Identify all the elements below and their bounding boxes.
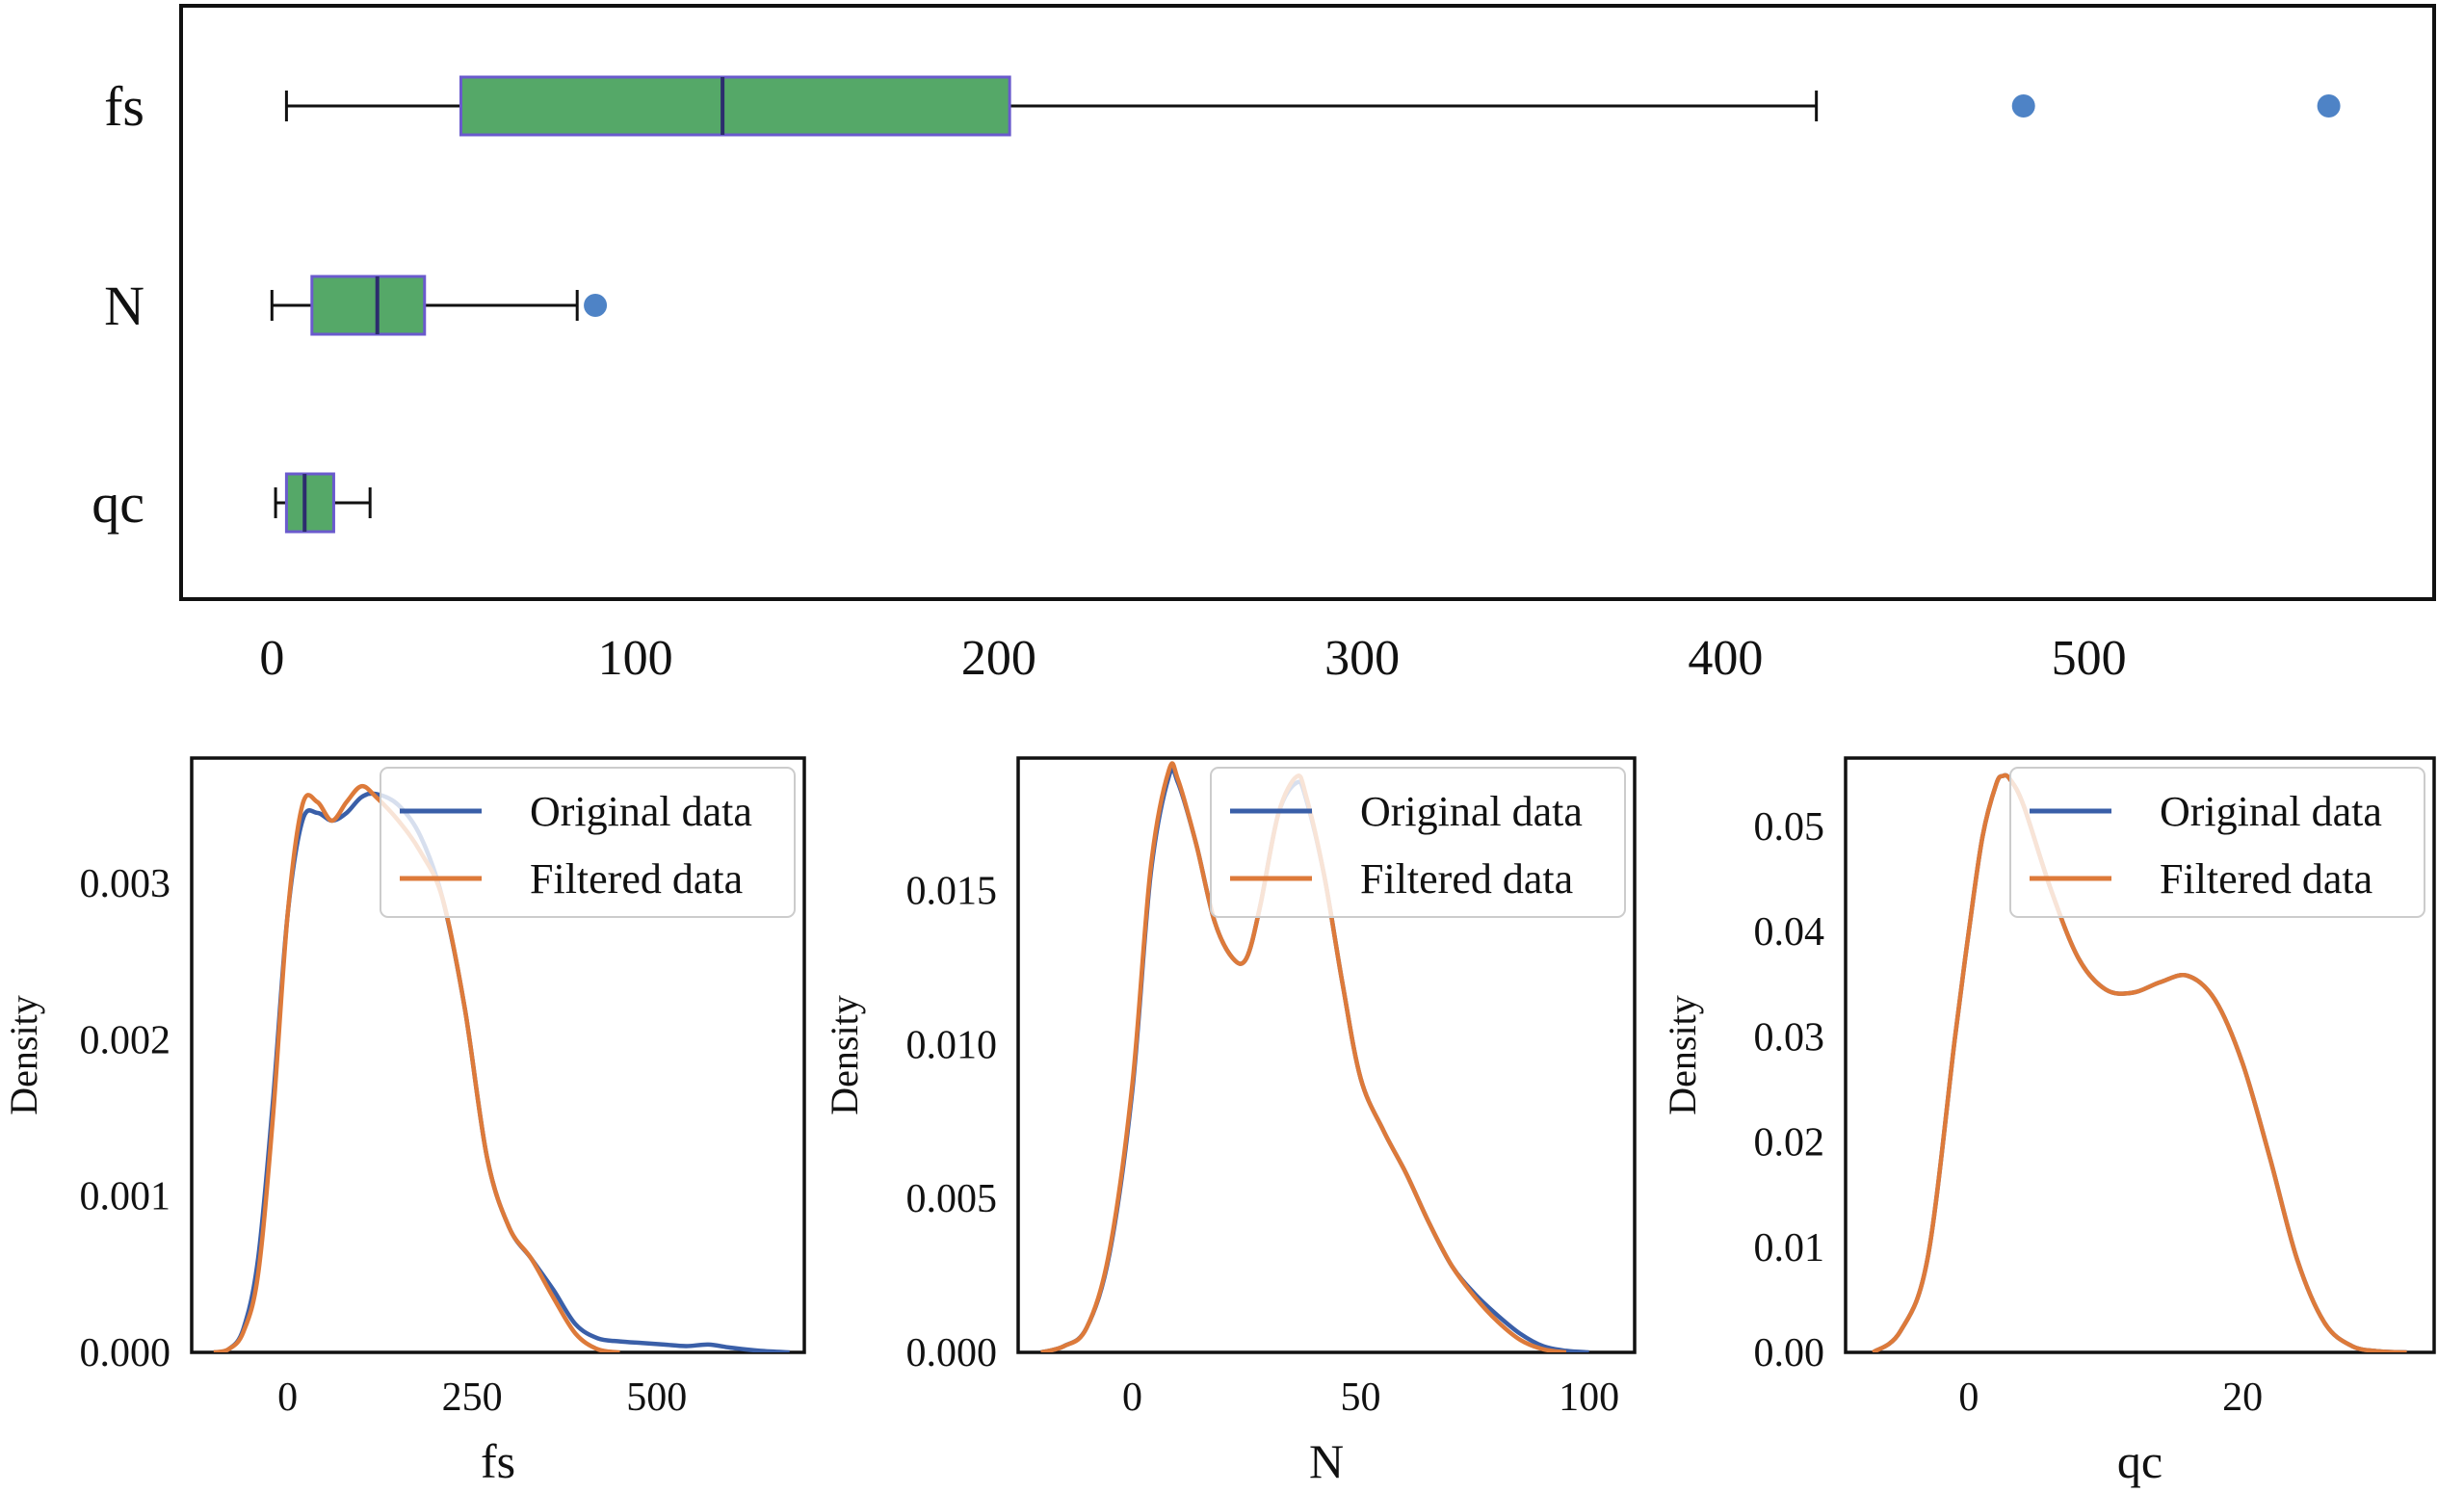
density-panel-N: 0.000 0.005 0.010 0.015 0 50 100 N Density Origin… (823, 756, 1637, 1488)
xtick-label: 0 (1122, 1375, 1142, 1420)
boxplot-panel: 0 100 200 300 400 500 fs Nqc (92, 4, 2436, 686)
x-axis-label: N (1309, 1434, 1344, 1488)
density-line-filtered (1872, 773, 2407, 1352)
outlier-point (584, 294, 608, 317)
ytick-label: 0.001 (80, 1175, 171, 1219)
box-category-label: qc (92, 472, 144, 535)
box-category-label: fs (104, 75, 144, 138)
box-fs: fs (104, 75, 2341, 138)
box-N: N (104, 275, 608, 337)
panel-frame (1016, 756, 1637, 1354)
iqr-box (310, 275, 427, 336)
xtick-label: 20 (2222, 1375, 2263, 1420)
box-category-label: N (104, 275, 144, 337)
legend: Original data Filtered data (380, 767, 796, 918)
iqr-box (284, 472, 335, 534)
ytick-label: 0.010 (906, 1023, 998, 1067)
boxplot-xtick-label: 500 (2052, 631, 2127, 686)
ytick-label: 0.000 (80, 1331, 171, 1375)
legend-label: Original data (1360, 788, 1583, 835)
ytick-label: 0.003 (80, 862, 171, 906)
boxplot-xtick-label: 400 (1688, 631, 1763, 686)
ytick-label: 0.015 (906, 869, 998, 913)
ytick-label: 0.03 (1754, 1015, 1825, 1060)
ytick-label: 0.04 (1754, 910, 1825, 955)
boxplot-xtick-label: 100 (598, 631, 673, 686)
xtick-label: 500 (626, 1375, 687, 1420)
iqr-box (459, 75, 1011, 137)
legend: Original data Filtered data (2009, 767, 2425, 918)
density-line-filtered (213, 783, 620, 1352)
legend-label: Original data (530, 788, 752, 835)
legend-label: Filtered data (2160, 855, 2372, 903)
legend-box (2009, 767, 2425, 918)
xtick-label: 50 (1341, 1375, 1381, 1420)
outlier-point (2011, 94, 2035, 118)
ytick-label: 0.00 (1754, 1331, 1825, 1375)
xtick-label: 0 (277, 1375, 298, 1420)
boxplot-xtick-label: 300 (1324, 631, 1400, 686)
ytick-label: 0.005 (906, 1177, 998, 1221)
y-axis-label: Density (1661, 995, 1704, 1114)
ytick-label: 0.01 (1754, 1226, 1825, 1270)
xtick-label: 0 (1958, 1375, 1979, 1420)
boxplot-xtick-label: 200 (961, 631, 1036, 686)
ytick-label: 0.000 (906, 1331, 998, 1375)
density-panel-fs: 0.000 0.001 0.002 0.003 0 250 500 fs Density Orig… (2, 756, 806, 1488)
panel-frame (190, 756, 806, 1354)
xtick-label: 100 (1559, 1375, 1619, 1420)
legend: Original data Filtered data (1210, 767, 1626, 918)
outlier-point (2317, 94, 2341, 118)
y-axis-label: Density (2, 995, 45, 1114)
x-axis-label: qc (2117, 1434, 2163, 1488)
legend-box (380, 767, 796, 918)
ytick-label: 0.02 (1754, 1121, 1825, 1166)
legend-label: Filtered data (530, 855, 743, 903)
y-axis-label: Density (823, 995, 866, 1114)
legend-label: Filtered data (1360, 855, 1573, 903)
ytick-label: 0.002 (80, 1018, 171, 1062)
xtick-label: 250 (442, 1375, 503, 1420)
boxplot-xtick-label: 0 (259, 631, 284, 686)
box-qc: qc (92, 472, 372, 535)
legend-label: Original data (2160, 788, 2382, 835)
x-axis-label: fs (481, 1434, 515, 1488)
boxplot-frame (179, 4, 2436, 601)
density-panel-qc: 0.00 0.01 0.02 0.03 0.04 0.05 0 20 qc Density Orig… (1661, 756, 2436, 1488)
panel-frame (1844, 756, 2436, 1354)
ytick-label: 0.05 (1754, 805, 1825, 850)
legend-box (1210, 767, 1626, 918)
